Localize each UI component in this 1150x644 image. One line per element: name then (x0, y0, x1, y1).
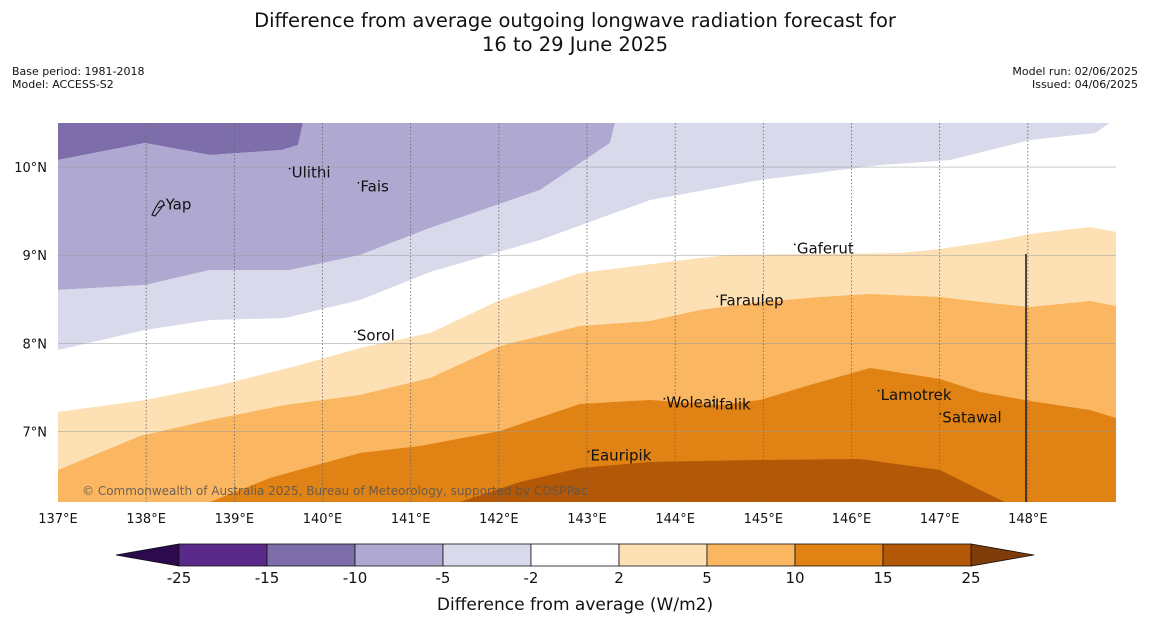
model-run-text: Model run: 02/06/2025 (1012, 65, 1138, 78)
band-15-to-25 (460, 459, 1005, 502)
band-15-to-10 (58, 123, 303, 160)
copyright-credit: © Commonwealth of Australia 2025, Bureau… (82, 484, 587, 498)
chart-title: Difference from average outgoing longwav… (0, 9, 1150, 57)
colorbar-title: Difference from average (W/m2) (437, 595, 713, 615)
lon-tick-label: 140°E (303, 512, 343, 527)
colorbar-tick-label: 5 (702, 569, 712, 587)
lat-tick-label: 10°N (14, 161, 47, 176)
issued-text: Issued: 04/06/2025 (1031, 78, 1138, 91)
colorbar: -25 -15 -10 -5 -2 2 5 10 15 25 (115, 543, 1035, 587)
place-marker (357, 181, 360, 184)
band-5-to-2 (58, 123, 1110, 350)
axis-tick-labels: 137°E 138°E 139°E 140°E 141°E 142°E 143°E 144°E… (14, 161, 1047, 527)
meta-left: Base period: 1981-2018 Model: ACCESS-S2 (12, 65, 144, 91)
lon-tick-label: 141°E (391, 512, 431, 527)
place-label-sorol: Sorol (357, 327, 395, 345)
colorbar-tick-label: -25 (167, 569, 192, 587)
map-area: Yap Ulithi Fais Sorol Gaferut Faraulep WoleaiI… (58, 123, 1116, 502)
lon-tick-label: 143°E (567, 512, 607, 527)
place-label-faraulep: Faraulep (719, 291, 783, 309)
colorbar-bin (618, 543, 708, 567)
place-marker (716, 295, 719, 298)
lat-tick-label: 7°N (23, 425, 48, 440)
colorbar-tick-label: 2 (614, 569, 624, 587)
place-label-yap: Yap (165, 195, 192, 213)
place-label-satawal: Satawal (942, 409, 1001, 427)
colorbar-bin (706, 543, 796, 567)
place-label-eauripik: Eauripik (591, 447, 652, 465)
colorbar-bin (794, 543, 884, 567)
colorbar-bin (442, 543, 532, 567)
place-labels: Yap Ulithi Fais Sorol Gaferut Faraulep WoleaiI… (165, 164, 1002, 465)
colorbar-extend-min (115, 543, 180, 567)
colorbar-tick-label: -5 (436, 569, 451, 587)
place-label-ifalik: Ifalik (715, 395, 751, 413)
base-period-text: Base period: 1981-2018 (12, 65, 145, 78)
colorbar-tick-label: 15 (873, 569, 892, 587)
place-label-lamotrek: Lamotrek (881, 386, 952, 404)
yap-island-shape (151, 200, 166, 217)
lon-tick-label: 148°E (1008, 512, 1048, 527)
colorbar-tick-label: -10 (343, 569, 368, 587)
place-label-ulithi: Ulithi (292, 164, 331, 182)
colorbar-bin (530, 543, 620, 567)
colorbar-tick-label: -2 (524, 569, 539, 587)
band-10-to-5 (58, 123, 615, 290)
colorbar-bin (354, 543, 444, 567)
place-marker (711, 399, 714, 402)
place-marker (877, 389, 880, 392)
colorbar-tick-label: -15 (255, 569, 280, 587)
lon-tick-label: 146°E (832, 512, 872, 527)
colorbar-bin (882, 543, 972, 567)
place-marker (288, 167, 291, 170)
model-text: Model: ACCESS-S2 (12, 78, 114, 91)
lon-tick-label: 142°E (479, 512, 519, 527)
colorbar-tick-label: 25 (961, 569, 980, 587)
place-marker (663, 397, 666, 400)
title-line-2: 16 to 29 June 2025 (481, 33, 669, 56)
lon-tick-label: 144°E (655, 512, 695, 527)
lon-tick-label: 139°E (215, 512, 255, 527)
lat-tick-label: 9°N (23, 249, 48, 264)
colorbar-bin (266, 543, 356, 567)
lat-tick-label: 8°N (23, 337, 48, 352)
place-marker (587, 450, 590, 453)
lon-tick-label: 147°E (920, 512, 960, 527)
colorbar-extend-max (970, 543, 1035, 567)
title-line-1: Difference from average outgoing longwav… (254, 9, 896, 32)
colorbar-bin (178, 543, 268, 567)
place-marker (353, 330, 356, 333)
gridlines (58, 123, 1116, 502)
lon-tick-label: 145°E (744, 512, 784, 527)
place-marker (793, 243, 796, 246)
meta-right: Model run: 02/06/2025 Issued: 04/06/2025 (1012, 65, 1138, 91)
colorbar-tick-label: 10 (785, 569, 804, 587)
place-label-woleai: Woleai (666, 394, 716, 412)
place-marker (939, 412, 942, 415)
lon-tick-label: 138°E (126, 512, 166, 527)
place-label-fais: Fais (360, 178, 389, 196)
place-label-gaferut: Gaferut (797, 239, 854, 257)
lon-tick-label: 137°E (38, 512, 78, 527)
